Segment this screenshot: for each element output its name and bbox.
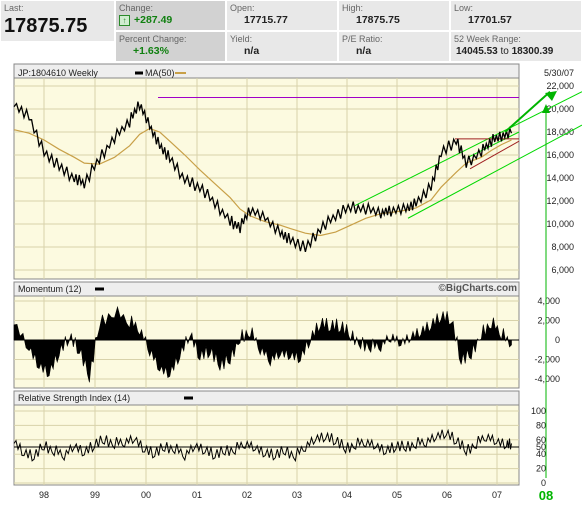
x-tick-label: 02	[242, 490, 252, 500]
last-value: 17875.75	[4, 15, 88, 37]
high-cell: High: 17875.75	[338, 0, 450, 31]
rsi-line	[13, 428, 512, 463]
chart-svg: 22,000 20,000 18,000 16,000 14,000 12,000 10,0…	[0, 62, 582, 509]
target-arrow-line	[504, 91, 551, 133]
momentum-y-tick-label: 4,000	[537, 296, 560, 306]
price-line	[13, 101, 513, 252]
price-y-tick-label: 18,000	[546, 127, 574, 137]
x-tick-label: 01	[192, 490, 202, 500]
price-y-tick-label: 22,000	[546, 81, 574, 91]
percent-change-value: +1.63%	[133, 45, 169, 57]
ma-legend-label: MA(50)	[145, 68, 175, 78]
rsi-y-tick-label: 60	[536, 435, 546, 445]
annotation-label: 08	[539, 488, 553, 503]
date-label: 5/30/07	[544, 68, 574, 78]
week-range-cell: 52 Week Range: 14045.53 to 18300.39	[450, 31, 582, 62]
low-label: Low:	[454, 3, 474, 13]
percent-change-label: Percent Change:	[119, 34, 187, 44]
price-y-tick-label: 8,000	[551, 242, 574, 252]
rsi-title: Relative Strength Index (14)	[18, 393, 130, 403]
rsi-header-bar	[13, 390, 520, 406]
range-high: 18300.39	[511, 46, 554, 57]
last-label: Last:	[4, 3, 24, 13]
range-low: 14045.53	[456, 46, 498, 57]
range-to: to	[500, 46, 509, 57]
last-price-cell: Last: 17875.75	[0, 0, 115, 42]
x-tick-label: 00	[141, 490, 151, 500]
inner-trend-line	[467, 131, 520, 158]
open-cell: Open: 17715.77	[226, 0, 338, 31]
momentum-y-tick-label: 0	[555, 335, 560, 345]
change-value: +287.49	[134, 14, 173, 26]
price-y-tick-label: 6,000	[551, 265, 574, 275]
x-tick-label: 06	[442, 490, 452, 500]
momentum-y-tick-label: 2,000	[537, 316, 560, 326]
momentum-y-tick-label: -4,000	[534, 374, 560, 384]
annotation-arrow-head	[542, 104, 550, 113]
price-y-tick-label: 20,000	[546, 104, 574, 114]
up-arrow-icon: ↑	[119, 14, 130, 26]
channel-bottom-line	[469, 140, 520, 170]
price-y-tick-label: 12,000	[546, 196, 574, 206]
price-y-tick-label: 16,000	[546, 150, 574, 160]
price-title: JP:1804610 Weekly	[18, 68, 98, 78]
low-value: 17701.57	[468, 14, 512, 26]
yield-value: n/a	[244, 45, 260, 57]
quote-header: Last: 17875.75 Change: ↑ +287.49 Percent …	[0, 0, 582, 62]
percent-change-cell: Percent Change: +1.63%	[115, 31, 226, 62]
price-y-tick-label: 10,000	[546, 219, 574, 229]
change-cell: Change: ↑ +287.49	[115, 0, 226, 31]
change-label: Change:	[119, 3, 154, 13]
target-arrow-head	[545, 91, 557, 101]
yield-label: Yield:	[230, 34, 253, 44]
yield-cell: Yield: n/a	[226, 31, 338, 62]
rsi-y-tick-label: 100	[531, 406, 546, 416]
rsi-y-tick-label: 50	[536, 442, 546, 452]
price-y-tick-label: 14,000	[546, 173, 574, 183]
x-tick-label: 03	[292, 490, 302, 500]
momentum-area	[13, 305, 512, 383]
pe-ratio-label: P/E Ratio:	[342, 34, 383, 44]
low-cell: Low: 17701.57	[450, 0, 582, 31]
x-tick-label: 98	[39, 490, 49, 500]
chart-area: 22,000 20,000 18,000 16,000 14,000 12,000 10,0…	[0, 62, 582, 509]
pe-ratio-value: n/a	[356, 45, 372, 57]
momentum-title: Momentum (12)	[18, 284, 82, 294]
rsi-y-tick-label: 40	[536, 449, 546, 459]
week-range-label: 52 Week Range:	[454, 34, 521, 44]
week-range-value: 14045.53 to 18300.39	[454, 45, 578, 58]
rsi-y-tick-label: 20	[536, 464, 546, 474]
lower-trend-line	[407, 124, 582, 219]
x-tick-label: 07	[492, 490, 502, 500]
momentum-y-tick-label: -2,000	[534, 355, 560, 365]
rsi-y-tick-label: 80	[536, 420, 546, 430]
high-label: High:	[342, 3, 364, 13]
momentum-header-bar	[13, 281, 520, 297]
high-value: 17875.75	[356, 14, 400, 26]
x-tick-label: 99	[90, 490, 100, 500]
pe-ratio-cell: P/E Ratio: n/a	[338, 31, 450, 62]
open-label: Open:	[230, 3, 255, 13]
ma50-line	[13, 127, 512, 237]
x-tick-label: 04	[342, 490, 352, 500]
rsi-y-tick-label: 0	[541, 478, 546, 488]
watermark: ©BigCharts.com	[439, 283, 518, 294]
x-tick-label: 05	[392, 490, 402, 500]
rsi-panel	[13, 390, 520, 486]
open-value: 17715.77	[244, 14, 288, 26]
change-value-wrap: ↑ +287.49	[119, 14, 222, 27]
